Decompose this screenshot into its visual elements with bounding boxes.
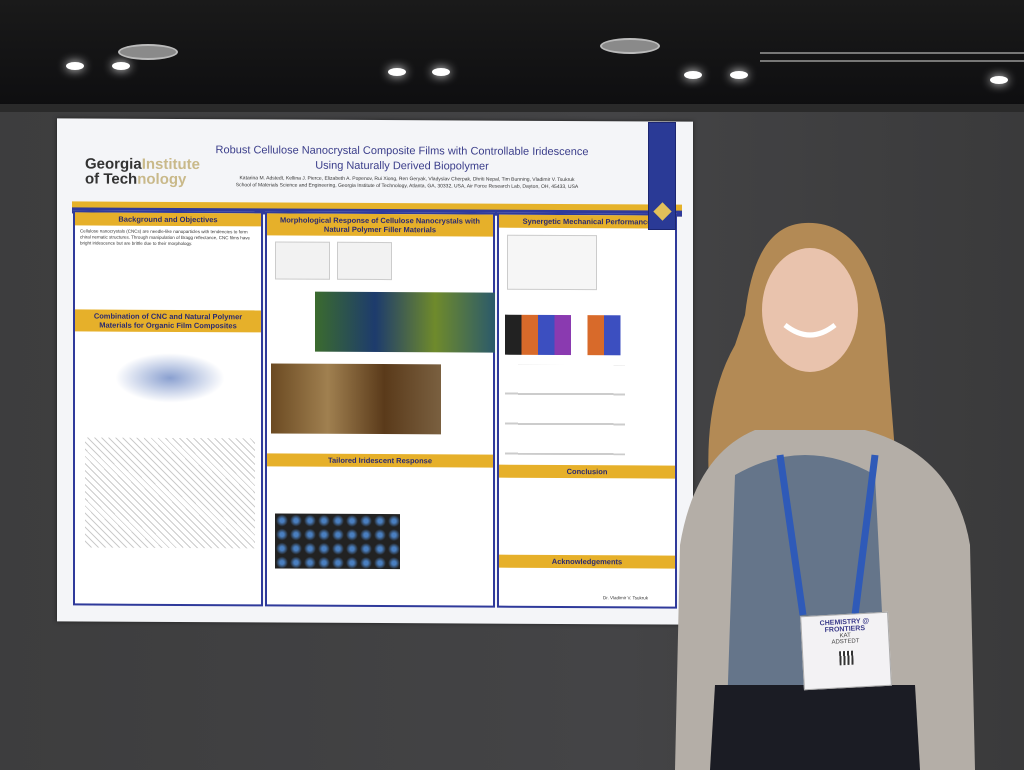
section-heading: Acknowledgements (499, 554, 675, 569)
title-line-1: Robust Cellulose Nanocrystal Composite F… (215, 144, 589, 159)
ceiling-light (66, 62, 84, 70)
title-line-2: Using Naturally Derived Biopolymer (315, 159, 489, 173)
afm-images (271, 363, 441, 435)
lanyard (776, 454, 879, 616)
poster-authors: Katarina M. Adstedt, Kellina J. Pierce, … (197, 175, 617, 191)
middle-column: Morphological Response of Cellulose Nano… (265, 211, 495, 608)
face (762, 248, 858, 372)
left-column: Background and Objectives Cellulose nano… (73, 210, 263, 607)
ceiling-light (684, 71, 702, 79)
panel-top (0, 104, 1024, 112)
ceiling-light (112, 62, 130, 70)
cnc-diagram (115, 352, 225, 404)
poster-footer: Dr. Vladimir V. Tsukruk (602, 595, 648, 601)
section-heading: Background and Objectives (75, 212, 261, 227)
name-badge: CHEMISTRY @ FRONTIERS KAT ADSTEDT (800, 611, 892, 691)
ceiling-light (432, 68, 450, 76)
qr-code-icon (839, 650, 854, 666)
ceiling-light (388, 68, 406, 76)
affiliation-text: School of Materials Science and Engineer… (235, 182, 579, 191)
ceiling-vent (600, 38, 660, 54)
section-heading: Morphological Response of Cellulose Nano… (267, 213, 493, 237)
section-heading: Conclusion (499, 464, 675, 479)
smile (783, 322, 837, 338)
presenter-person (675, 222, 975, 770)
film-samples-photo (275, 513, 400, 570)
poster-title: Robust Cellulose Nanocrystal Composite F… (177, 143, 627, 175)
section-heading: Tailored Iridescent Response (267, 453, 493, 468)
ceiling-truss (760, 52, 1024, 62)
scatter-chart (507, 234, 597, 291)
ceiling-light (730, 71, 748, 79)
spectra-chart (275, 241, 330, 280)
section-heading: Combination of CNC and Natural Polymer M… (75, 309, 261, 333)
spectra-chart (337, 241, 392, 281)
ceiling (0, 0, 1024, 108)
background-text: Cellulose nanocrystals (CNCs) are needle… (80, 228, 250, 247)
stress-strain-charts (505, 364, 625, 456)
award-ribbon (648, 122, 676, 230)
research-poster: GeorgiaInstitute of Technology Robust Cel… (57, 118, 693, 625)
microscopy-images (315, 291, 495, 353)
ceiling-light (990, 76, 1008, 84)
pants (710, 685, 920, 770)
right-column: Synergetic Mechanical Performance Conclu… (497, 212, 677, 609)
bar-charts (505, 314, 670, 356)
chemical-structures (85, 437, 255, 549)
ceiling-vent (118, 44, 178, 60)
